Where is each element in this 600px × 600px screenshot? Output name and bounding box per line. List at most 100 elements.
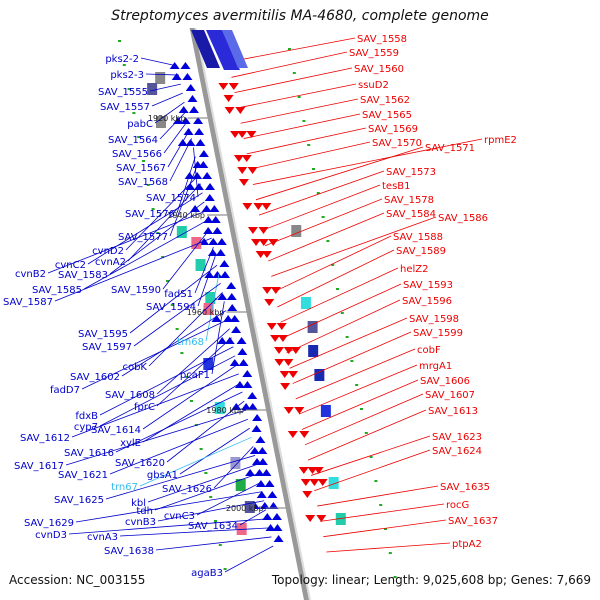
gene-arrow-plus (262, 287, 273, 294)
gene-label-minus: SAV_1620 (115, 458, 165, 469)
gene-arrow-minus (215, 249, 226, 256)
gene-arrow-minus (210, 216, 221, 223)
feature-tick (321, 216, 325, 218)
gene-arrow-plus (241, 155, 252, 162)
gene-block-plus (335, 513, 346, 525)
gene-label-plus: SAV_1569 (368, 124, 418, 135)
gene-arrow-plus (274, 359, 285, 366)
gene-arrow-plus (279, 371, 290, 378)
feature-tick (118, 40, 121, 42)
gene-label-plus: SAV_1596 (402, 296, 452, 307)
callout-line-minus (119, 527, 270, 537)
gene-label-plus: SAV_1560 (354, 64, 404, 75)
gene-label-plus: SAV_1593 (403, 280, 453, 291)
gene-label-minus: SAV_1555 (98, 87, 148, 98)
feature-tick (166, 280, 169, 282)
feature-tick (122, 64, 126, 66)
gene-label-minus: trn67 (111, 482, 138, 493)
gene-label-minus: SAV_1621 (58, 470, 108, 481)
gene-label-minus: SAV_1612 (20, 433, 70, 444)
gene-arrow-plus (266, 323, 277, 330)
gene-label-minus: pcaF1 (180, 370, 210, 381)
gene-arrow-minus (265, 524, 276, 531)
feature-tick (374, 480, 378, 482)
gene-arrow-minus (242, 370, 253, 377)
callout-line-minus (167, 129, 191, 168)
feature-tick (388, 552, 392, 554)
callout-line-minus (154, 473, 259, 511)
feature-tick (364, 432, 368, 434)
gene-label-minus: pks2-3 (110, 70, 144, 81)
gene-label-minus: cvnA2 (95, 257, 126, 268)
callout-line-minus (140, 57, 178, 67)
gene-label-minus: fadD7 (50, 385, 80, 396)
gene-block-minus (214, 402, 225, 414)
gene-label-minus: SAV_1590 (111, 285, 161, 296)
feature-tick (360, 408, 363, 410)
gene-arrow-plus (300, 479, 311, 486)
feature-tick (312, 168, 315, 170)
callout-line-minus (154, 101, 185, 124)
gene-label-plus: SAV_1613 (428, 406, 478, 417)
gene-arrow-minus (204, 194, 215, 201)
gene-label-plus: SAV_1586 (438, 213, 488, 224)
gene-block-minus (147, 83, 158, 95)
gene-label-minus: SAV_1616 (64, 448, 114, 459)
feature-tick (214, 520, 217, 522)
gene-arrow-minus (207, 249, 218, 256)
gene-arrow-plus (264, 299, 275, 306)
gene-block-minus (203, 358, 214, 370)
feature-tick (185, 376, 189, 378)
gene-label-minus: SAV_1626 (162, 484, 212, 495)
callout-line-minus (151, 92, 183, 107)
chromosome-backbone (189, 28, 309, 600)
gene-arrow-plus (230, 131, 241, 138)
accession-text: Accession: NC_003155 (9, 573, 146, 587)
gene-arrow-plus (299, 431, 310, 438)
callout-line-minus (65, 409, 247, 466)
gene-label-minus: SAV_1585 (32, 285, 82, 296)
gene-block-minus (235, 479, 246, 491)
gene-arrow-minus (187, 95, 198, 102)
callout-line-plus (320, 503, 445, 522)
gene-label-plus: tesB1 (382, 181, 411, 192)
callout-line-plus (255, 146, 424, 201)
feature-tick (336, 288, 339, 290)
gene-block-plus (308, 345, 319, 357)
gene-arrow-plus (235, 107, 246, 114)
gene-label-minus: SAV_1595 (78, 329, 128, 340)
feature-tick (379, 504, 383, 506)
gene-label-plus: ssuD2 (358, 80, 389, 91)
gene-arrow-minus (271, 513, 282, 520)
gene-arrow-minus (259, 502, 270, 509)
feature-tick (340, 312, 344, 314)
callout-line-minus (133, 283, 221, 347)
feature-tick (292, 72, 296, 74)
gene-label-minus: SAV_1638 (104, 546, 154, 557)
gene-track-plus (218, 48, 397, 578)
callout-line-minus (156, 328, 230, 395)
callout-line-minus (129, 264, 218, 334)
callout-line-minus (75, 491, 263, 523)
gene-label-minus: trn68 (177, 337, 204, 348)
callout-line-plus (326, 542, 451, 553)
callout-line-minus (179, 427, 250, 475)
kbp-label: 2000 kbp (226, 504, 264, 513)
kbp-label: 1920 kbp (148, 114, 186, 123)
gene-label-plus: SAV_1607 (425, 390, 475, 401)
gene-label-minus: SAV_1634 (188, 521, 238, 532)
gene-arrow-minus (185, 183, 196, 190)
feature-tick (307, 144, 311, 146)
gene-label-plus: helZ2 (400, 264, 428, 275)
callout-line-minus (81, 319, 229, 390)
gene-label-minus: SAV_1577 (118, 232, 168, 243)
callout-line-plus (310, 435, 431, 476)
gene-label-minus: fprC (134, 402, 155, 413)
gene-label-minus: cvnB2 (15, 269, 46, 280)
feature-tick (355, 384, 359, 386)
gene-arrow-minus (256, 491, 267, 498)
gene-arrow-plus (223, 95, 234, 102)
pks-block-1 (191, 30, 220, 68)
gene-block-plus (314, 369, 325, 381)
gene-arrow-minus (236, 337, 247, 344)
